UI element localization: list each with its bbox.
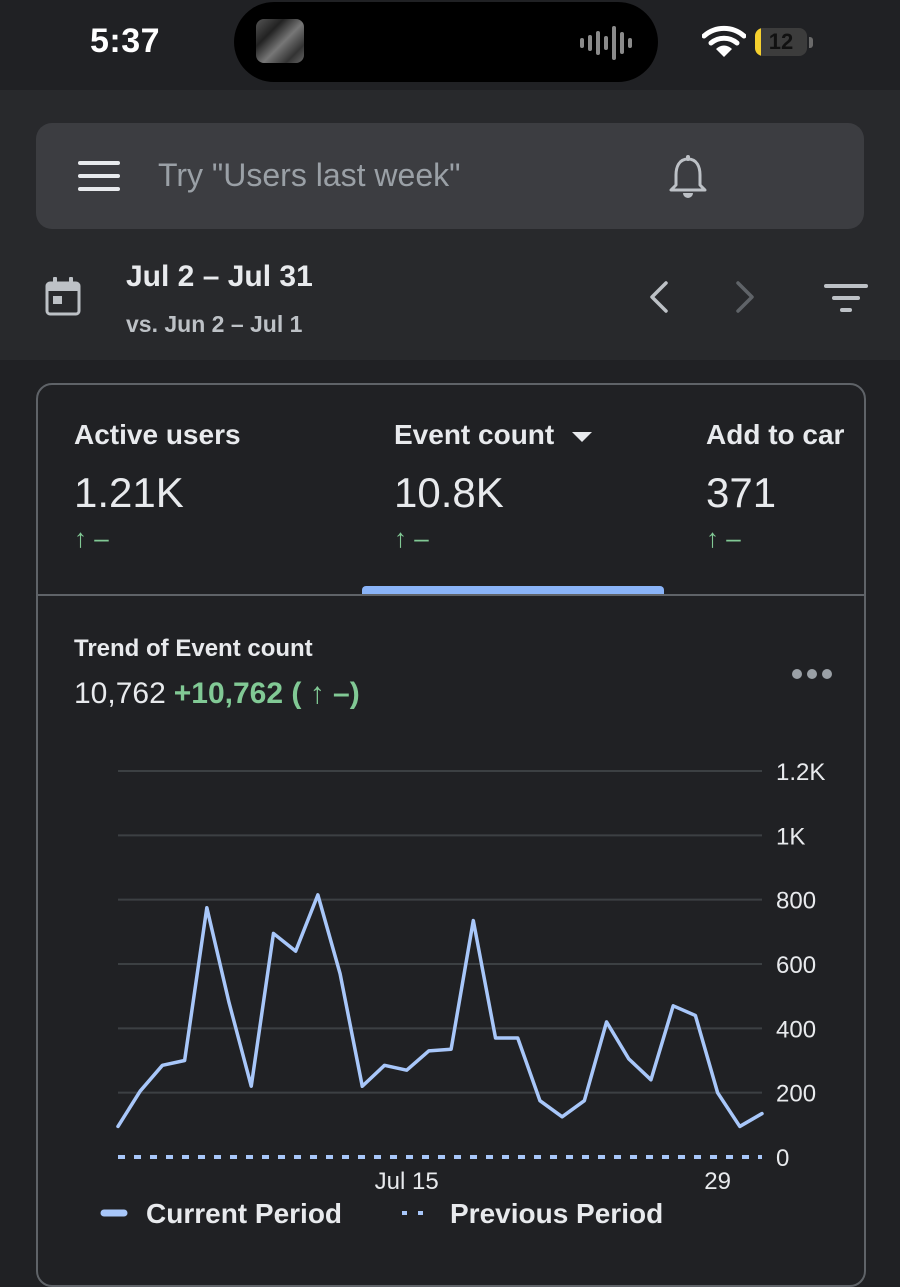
metric-label: Event count [394,419,554,450]
metric-change: ↑ – [394,523,592,554]
tab-divider [38,594,864,596]
battery-percent: 12 [755,28,807,56]
metric-change: ↑ – [74,523,241,554]
legend-label-current-period: Current Period [146,1198,342,1229]
x-tick-label: Jul 15 [375,1168,439,1195]
metric-label-row: Event count [394,419,592,451]
chevron-right-icon[interactable] [732,280,760,314]
search-bar[interactable]: Try "Users last week" [36,123,864,229]
status-time: 5:37 [90,22,160,61]
trend-change: +10,762 ( ↑ –) [174,677,360,710]
trend-title: Trend of Event count [74,635,313,663]
x-tick-label: 29 [704,1168,731,1195]
wifi-icon [702,24,746,60]
y-tick-label: 600 [776,952,816,979]
battery-icon: 12 [755,28,807,56]
menu-icon[interactable] [78,161,120,191]
search-input[interactable]: Try "Users last week" [158,157,460,194]
legend-label-previous-period: Previous Period [450,1198,663,1229]
status-bar: 5:37 12 [0,0,900,90]
calendar-icon[interactable] [44,277,82,317]
trend-total: 10,762 [74,677,166,710]
y-tick-label: 800 [776,888,816,915]
y-tick-label: 0 [776,1145,789,1172]
metric-label: Add to car [706,419,844,451]
date-range[interactable]: Jul 2 – Jul 31 [126,260,313,294]
metric-add-to-cart[interactable]: Add to car 371 ↑ – [706,419,844,554]
metric-value: 371 [706,469,844,517]
y-tick-label: 200 [776,1081,816,1108]
metric-value: 1.21K [74,469,241,517]
header: Try "Users last week" Jul 2 – Jul 31 vs.… [0,90,900,360]
notifications-bell-icon[interactable] [668,155,708,199]
audio-waveform-icon [580,26,632,60]
filter-icon[interactable] [824,282,868,314]
more-options-icon[interactable] [792,669,832,681]
metric-change: ↑ – [706,523,844,554]
metric-label: Active users [74,419,241,451]
metric-event-count[interactable]: Event count 10.8K ↑ – [394,419,592,554]
dynamic-island[interactable] [234,2,658,82]
dropdown-arrow-icon[interactable] [572,432,592,442]
metric-active-users[interactable]: Active users 1.21K ↑ – [74,419,241,554]
comparison-range: vs. Jun 2 – Jul 1 [126,311,302,338]
now-playing-artwork [256,19,304,63]
metric-value: 10.8K [394,469,592,517]
y-tick-label: 1.2K [776,759,825,786]
chevron-left-icon[interactable] [644,280,672,314]
y-tick-label: 400 [776,1016,816,1043]
y-tick-label: 1K [776,823,805,850]
trend-summary: 10,762+10,762 ( ↑ –) [74,677,360,711]
trend-chart: 1.2K 1K 800 600 400 200 0 Jul 15 29 Current Perio… [38,745,864,1235]
battery-nub [809,37,813,48]
metrics-card: Active users 1.21K ↑ – Event count 10.8K… [36,383,866,1287]
selected-tab-indicator [362,586,664,594]
